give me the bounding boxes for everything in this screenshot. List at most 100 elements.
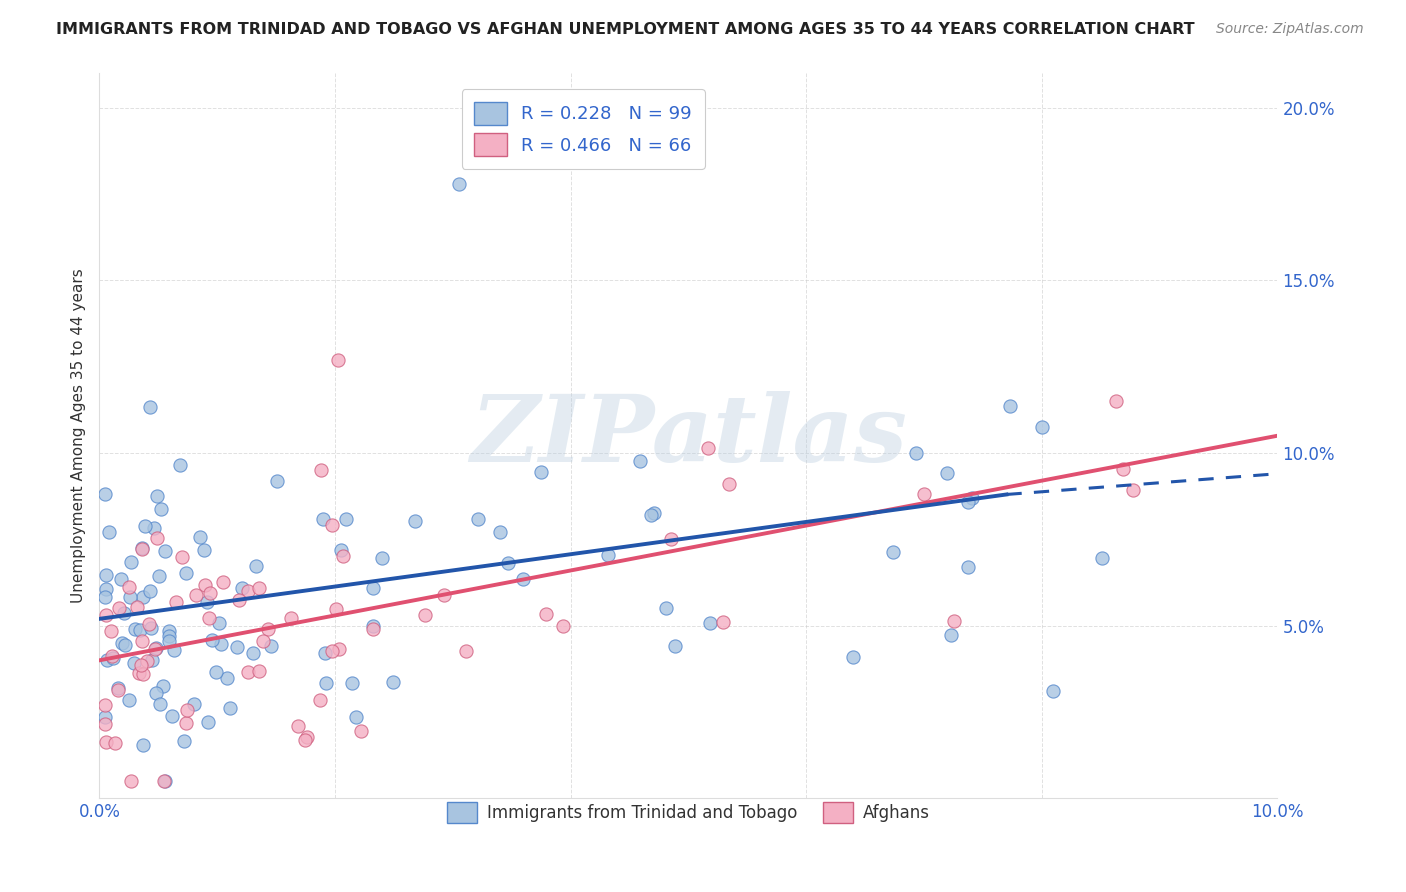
Point: [184, 588, 207, 602]
Point: [247, 664, 270, 678]
Point: [1122, 483, 1144, 497]
Point: [309, 463, 332, 477]
Point: [312, 511, 335, 525]
Point: [252, 633, 274, 648]
Point: [198, 611, 221, 625]
Point: [131, 541, 153, 556]
Point: [121, 555, 143, 569]
Point: [138, 617, 160, 632]
Point: [183, 697, 205, 711]
Point: [371, 551, 394, 566]
Point: [215, 671, 238, 685]
Point: [943, 614, 966, 628]
Point: [110, 573, 132, 587]
Point: [94, 717, 117, 731]
Point: [321, 643, 343, 657]
Point: [314, 646, 336, 660]
Text: IMMIGRANTS FROM TRINIDAD AND TOBAGO VS AFGHAN UNEMPLOYMENT AMONG AGES 35 TO 44 Y: IMMIGRANTS FROM TRINIDAD AND TOBAGO VS A…: [56, 22, 1195, 37]
Point: [1105, 394, 1128, 409]
Point: [96, 568, 118, 582]
Point: [628, 453, 651, 467]
Point: [361, 623, 384, 637]
Point: [231, 581, 253, 595]
Point: [350, 723, 373, 738]
Point: [138, 583, 160, 598]
Point: [209, 637, 232, 651]
Point: [107, 601, 129, 615]
Point: [530, 465, 553, 479]
Point: [939, 628, 962, 642]
Point: [711, 615, 734, 629]
Point: [960, 491, 983, 505]
Point: [134, 519, 156, 533]
Point: [153, 774, 176, 789]
Point: [201, 632, 224, 647]
Point: [321, 517, 343, 532]
Point: [176, 703, 198, 717]
Point: [129, 624, 152, 638]
Point: [162, 709, 184, 723]
Point: [94, 698, 117, 712]
Point: [145, 640, 167, 655]
Point: [94, 487, 117, 501]
Point: [308, 692, 330, 706]
Point: [536, 607, 558, 621]
Point: [512, 572, 534, 586]
Point: [664, 640, 686, 654]
Point: [957, 495, 980, 509]
Point: [96, 653, 118, 667]
Point: [112, 607, 135, 621]
Point: [143, 641, 166, 656]
Point: [118, 591, 141, 605]
Point: [97, 524, 120, 539]
Point: [122, 656, 145, 670]
Point: [193, 578, 215, 592]
Point: [149, 697, 172, 711]
Point: [169, 458, 191, 472]
Text: Source: ZipAtlas.com: Source: ZipAtlas.com: [1216, 22, 1364, 37]
Point: [124, 622, 146, 636]
Point: [1112, 462, 1135, 476]
Point: [326, 352, 349, 367]
Point: [128, 665, 150, 680]
Text: ZIPatlas: ZIPatlas: [470, 391, 907, 481]
Point: [912, 487, 935, 501]
Point: [101, 650, 124, 665]
Point: [208, 616, 231, 631]
Point: [195, 595, 218, 609]
Point: [149, 502, 172, 516]
Point: [152, 679, 174, 693]
Point: [467, 512, 489, 526]
Point: [449, 177, 471, 191]
Point: [107, 683, 129, 698]
Point: [136, 654, 159, 668]
Point: [142, 521, 165, 535]
Point: [598, 548, 620, 562]
Point: [1031, 420, 1053, 434]
Point: [118, 692, 141, 706]
Point: [157, 629, 180, 643]
Point: [174, 715, 197, 730]
Point: [145, 686, 167, 700]
Point: [163, 643, 186, 657]
Point: [146, 531, 169, 545]
Point: [257, 622, 280, 636]
Point: [190, 530, 212, 544]
Point: [1042, 683, 1064, 698]
Point: [718, 477, 741, 491]
Point: [936, 466, 959, 480]
Point: [173, 733, 195, 747]
Point: [404, 514, 426, 528]
Point: [344, 710, 367, 724]
Point: [295, 730, 318, 744]
Point: [882, 544, 904, 558]
Point: [172, 549, 194, 564]
Point: [120, 774, 142, 789]
Point: [219, 701, 242, 715]
Point: [236, 583, 259, 598]
Point: [328, 642, 350, 657]
Point: [433, 588, 456, 602]
Point: [294, 733, 316, 747]
Point: [699, 615, 721, 630]
Point: [94, 734, 117, 748]
